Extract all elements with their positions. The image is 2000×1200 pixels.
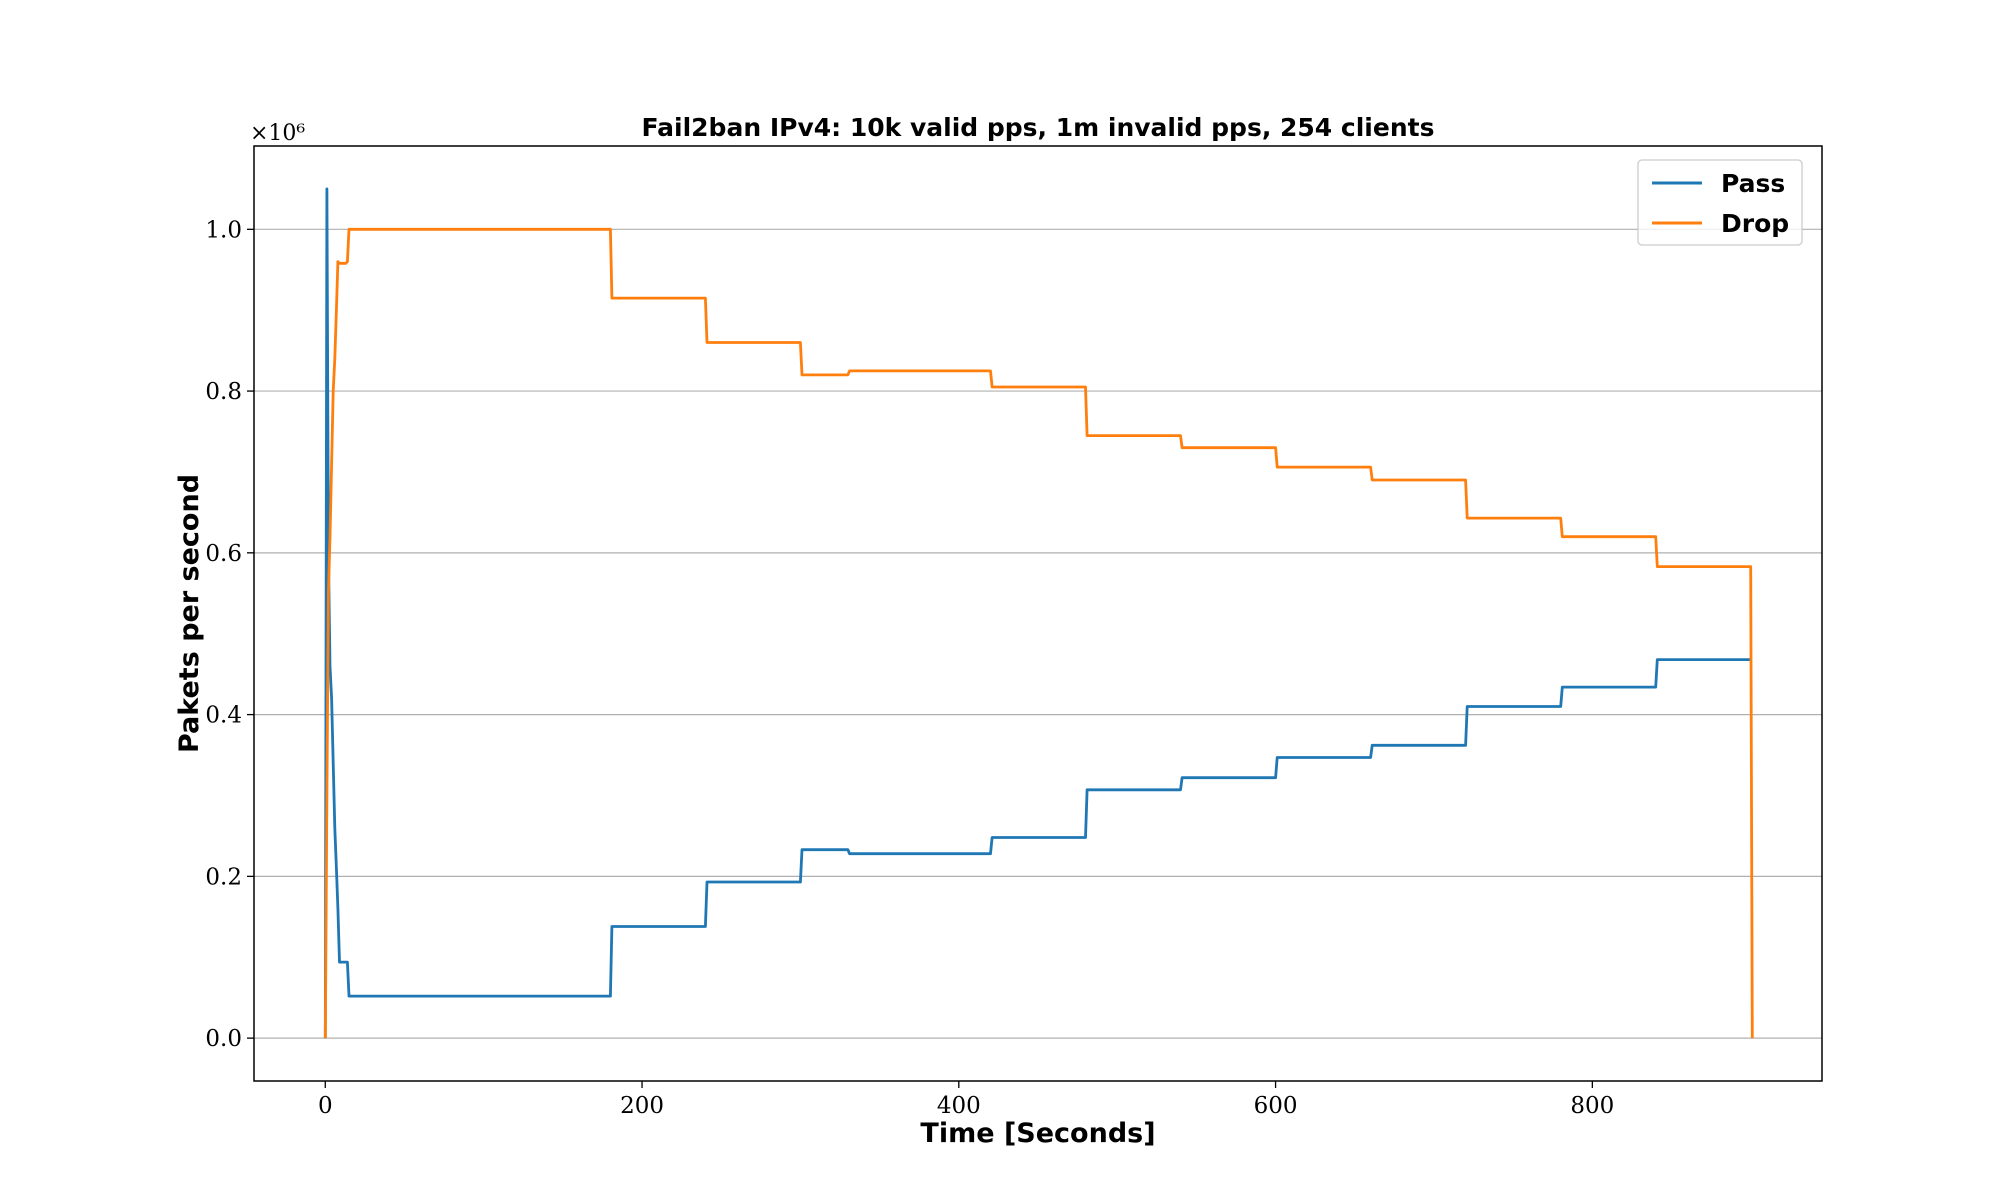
x-axis-label: Time [Seconds] bbox=[920, 1118, 1155, 1149]
axis-ticks: 0 200 400 600 800 0.0 0.2 0.4 0.6 0.8 1.0 bbox=[205, 217, 1614, 1119]
y-tick-label: 0.0 bbox=[205, 1026, 242, 1052]
legend: Pass Drop bbox=[1637, 159, 1803, 246]
y-tick-label: 0.8 bbox=[205, 379, 242, 405]
y-tick-label: 0.6 bbox=[205, 541, 242, 567]
y-tick-label: 0.4 bbox=[205, 703, 242, 729]
legend-label-pass: Pass bbox=[1721, 169, 1785, 198]
x-tick-label: 0 bbox=[318, 1093, 333, 1119]
y-axis-offset-label: ×10⁶ bbox=[250, 121, 305, 146]
chart-title: Fail2ban IPv4: 10k valid pps, 1m invalid… bbox=[642, 113, 1435, 142]
series-lines bbox=[323, 187, 1754, 1039]
grid-lines bbox=[254, 228, 1822, 1039]
y-tick-label: 0.2 bbox=[205, 864, 242, 890]
legend-label-drop: Drop bbox=[1721, 209, 1789, 238]
plot-area-frame bbox=[253, 145, 1823, 1082]
x-tick-label: 200 bbox=[620, 1093, 664, 1119]
series-line-drop bbox=[323, 227, 1754, 1039]
series-line-pass bbox=[323, 187, 1751, 1039]
y-tick-label: 1.0 bbox=[205, 217, 242, 243]
x-tick-label: 800 bbox=[1570, 1093, 1614, 1119]
x-tick-label: 600 bbox=[1254, 1093, 1298, 1119]
x-tick-label: 400 bbox=[937, 1093, 981, 1119]
y-axis-label: Pakets per second bbox=[174, 474, 205, 753]
